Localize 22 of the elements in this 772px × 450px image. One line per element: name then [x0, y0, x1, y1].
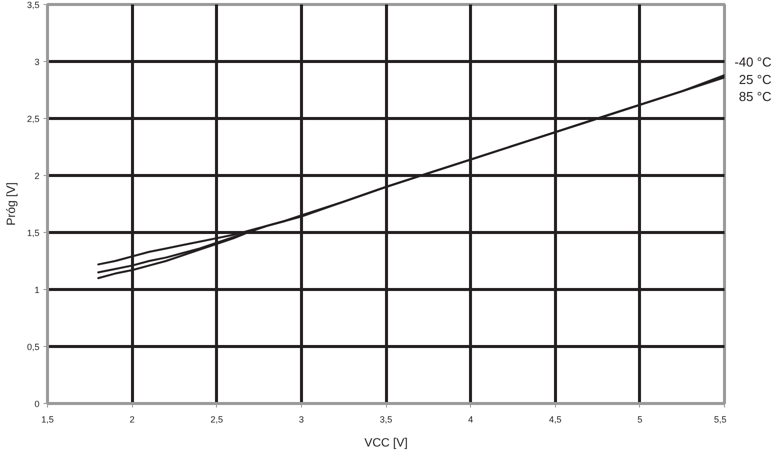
y-tick-label: 0,5	[26, 342, 40, 352]
x-tick-label: 5,5	[714, 414, 727, 424]
x-tick-label: 3	[298, 414, 304, 424]
y-tick-label: 0	[34, 399, 40, 409]
x-tick-label: 3,5	[380, 414, 392, 424]
x-tick-label: 1,5	[41, 414, 54, 424]
y-tick-label: 1	[34, 285, 40, 295]
x-axis-title: VCC [V]	[364, 436, 408, 450]
series-label: 25 °C	[738, 72, 772, 87]
series-label: -40 °C	[734, 54, 772, 70]
x-tick-label: 5	[637, 414, 642, 424]
x-tick-label: 2,5	[210, 414, 224, 424]
y-tick-label: 2	[34, 171, 40, 181]
y-axis-title: Próg [V]	[4, 182, 18, 226]
y-tick-label: 2,5	[26, 114, 40, 124]
series-label: 85 °C	[738, 88, 772, 104]
x-tick-label: 4,5	[548, 414, 562, 424]
y-tick-label: 3,5	[26, 0, 40, 10]
x-tick-label: 2	[130, 414, 135, 424]
y-tick-label: 3	[34, 57, 40, 67]
y-tick-label: 1,5	[26, 228, 40, 238]
x-tick-label: 4	[468, 414, 474, 424]
